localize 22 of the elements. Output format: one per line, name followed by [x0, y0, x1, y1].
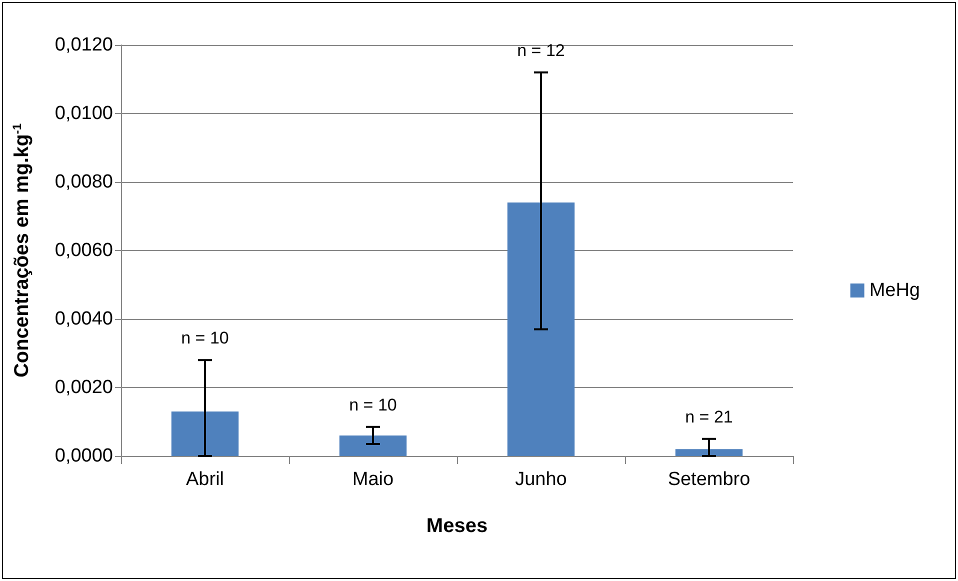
- bar: [339, 435, 407, 456]
- y-tick-label: 0,0040: [54, 308, 113, 330]
- y-tick-label: 0,0120: [54, 34, 113, 56]
- y-tick-label: 0,0060: [54, 240, 113, 261]
- bar: [507, 202, 575, 456]
- y-tick-label: 0,0020: [54, 377, 113, 398]
- y-axis-title: Concentrações em mg.kg-1: [10, 123, 33, 378]
- y-tick-label: 0,0000: [54, 446, 113, 466]
- x-tick-label: Abril: [186, 469, 224, 490]
- x-axis-title: Meses: [426, 515, 488, 537]
- y-tick-label: 0,0100: [54, 103, 113, 124]
- x-tick-label: Setembro: [668, 469, 750, 490]
- bar: [675, 449, 743, 456]
- x-tick-label: Maio: [352, 469, 394, 490]
- annotation: n = 12: [517, 40, 565, 60]
- y-tick-label: 0,0080: [54, 172, 113, 192]
- legend-label: MeHg: [869, 280, 920, 301]
- x-tick-label: Junho: [515, 469, 567, 490]
- annotation: n = 21: [685, 407, 733, 426]
- annotation: n = 10: [181, 328, 229, 348]
- annotation: n = 10: [349, 395, 397, 414]
- bar: [171, 411, 239, 456]
